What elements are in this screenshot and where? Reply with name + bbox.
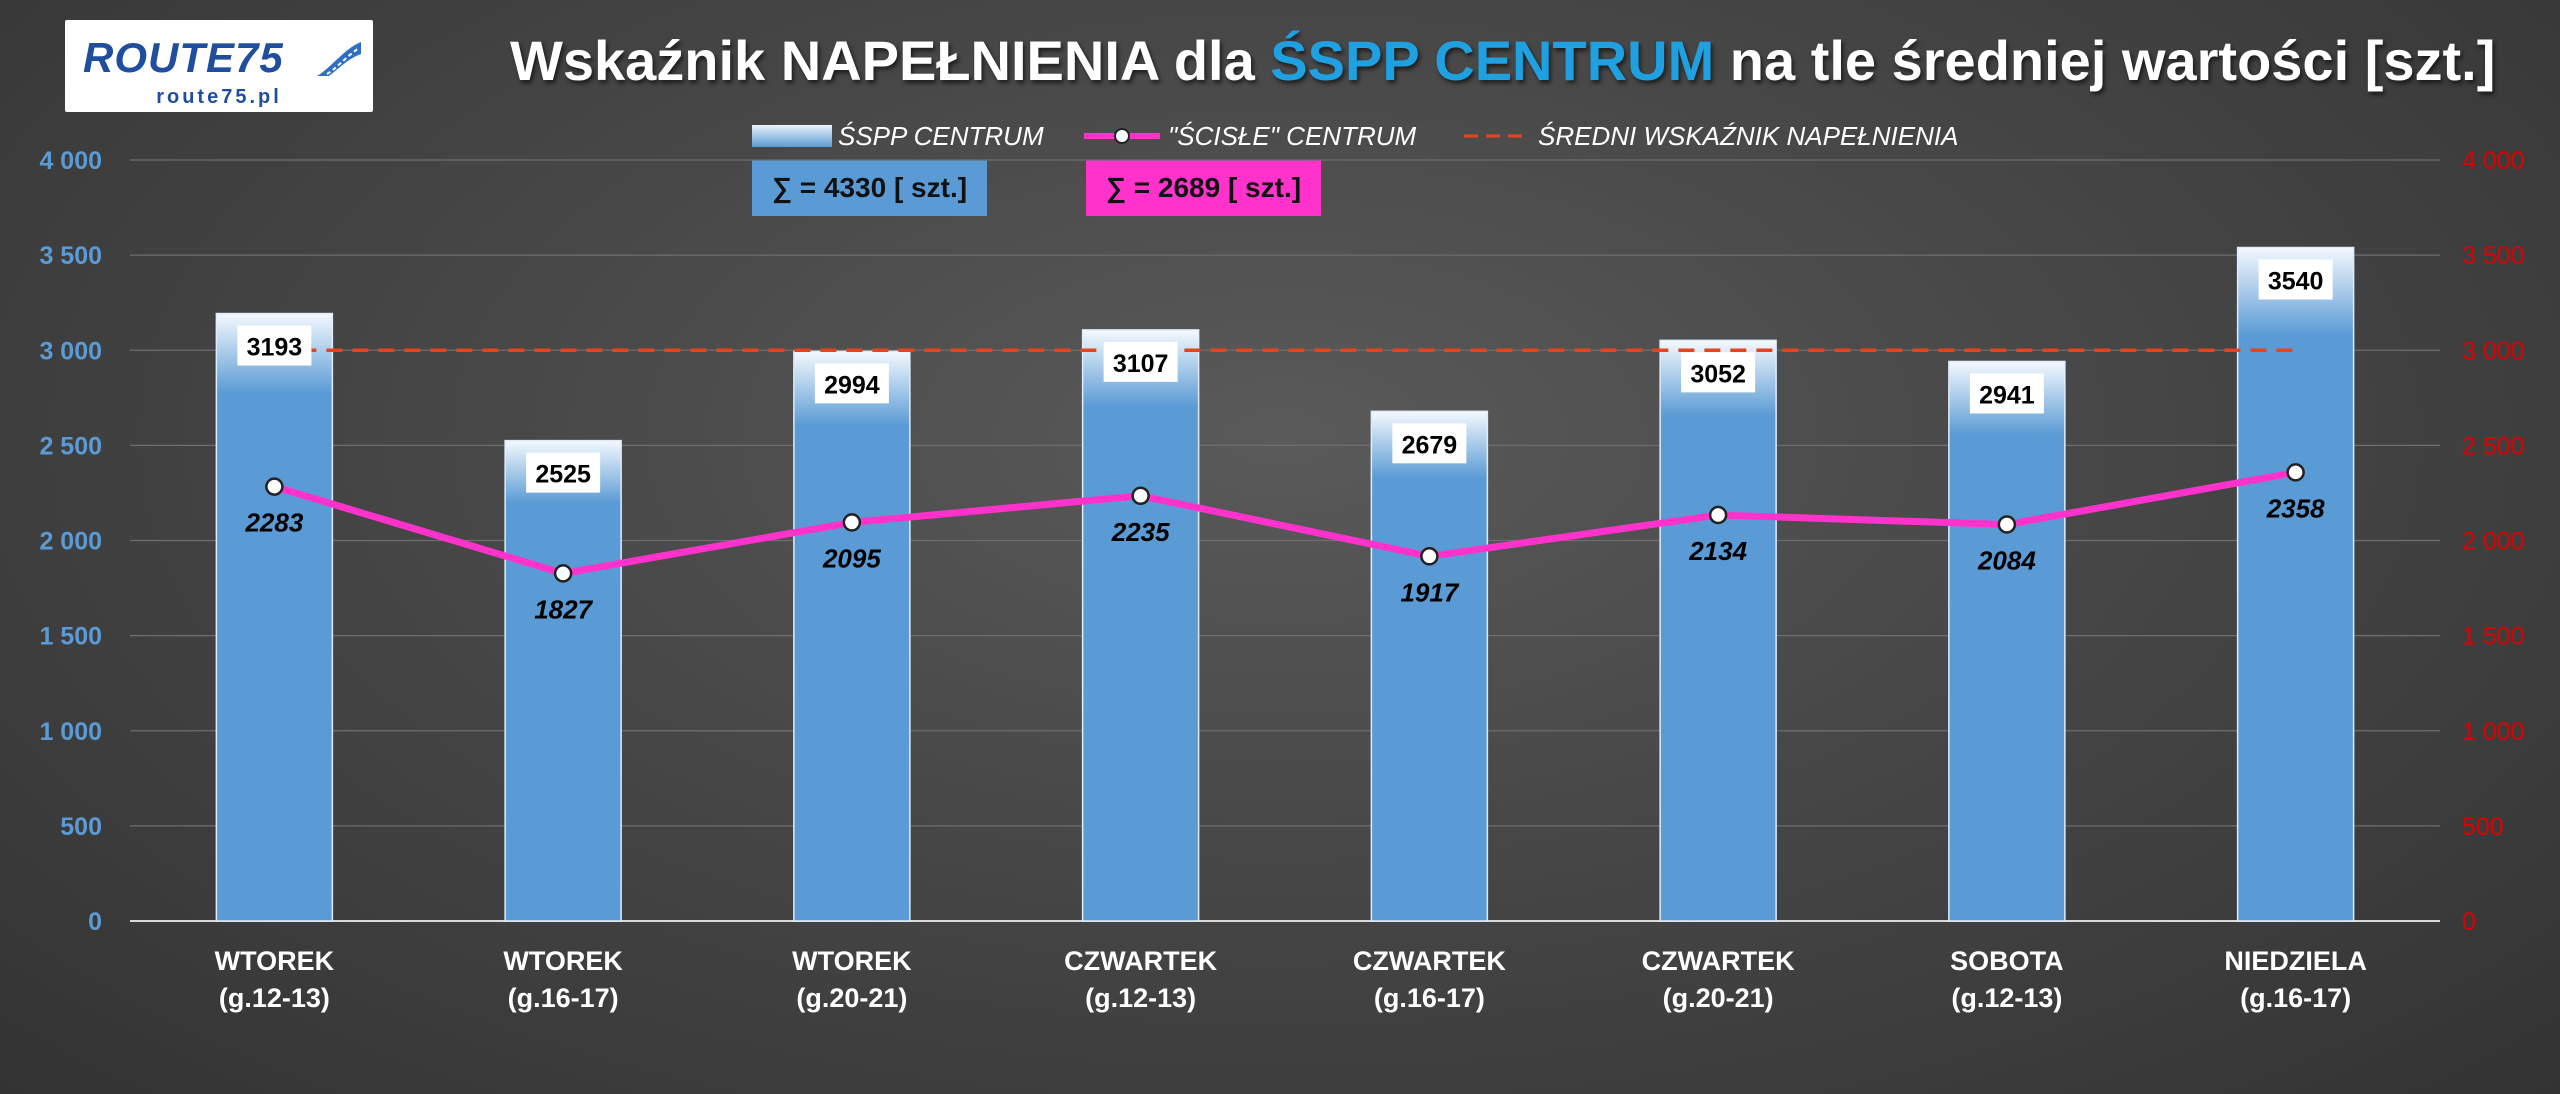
legend-average-label: ŚREDNI WSKAŹNIK NAPEŁNIENIA [1538,120,1959,151]
y-tick-label-right: 1 000 [2462,718,2525,746]
line-point [1131,486,1150,506]
line-value-label: 1827 [534,594,593,624]
y-tick-label-right: 4 000 [2462,147,2525,175]
y-tick-label-left: 2 500 [39,432,102,460]
line-value-label: 2084 [1977,546,2036,576]
line-value-label: 2134 [1688,536,1747,566]
chart-title: Wskaźnik NAPEŁNIENIA dla ŚSPP CENTRUM na… [510,28,2495,93]
legend-line-swatch [1084,128,1160,144]
line-value-label: 2235 [1111,517,1170,547]
road-icon [317,42,361,76]
y-tick-label-right: 2 500 [2462,432,2525,460]
x-tick-label-hours: (g.16-17) [1374,983,1485,1013]
y-tick-label-right: 500 [2462,813,2504,841]
line-point [1420,547,1439,566]
x-tick-label-day: CZWARTEK [1642,946,1795,976]
legend-average-swatch [1464,134,1530,138]
y-tick-label-right: 0 [2462,908,2476,936]
bar-value-label: 2679 [1402,431,1458,459]
bar-label-box [2258,259,2333,300]
line-point [265,477,284,496]
legend-bars-label: ŚSPP CENTRUM [838,120,1044,151]
title-highlight: ŚSPP CENTRUM [1270,29,1715,92]
line-point [842,513,862,532]
bar-value-label: 3193 [247,334,303,362]
x-tick-label-hours: (g.12-13) [1951,983,2062,1013]
logo-brand: ROUTE75 [83,34,284,81]
title-part2: na tle średniej wartości [szt.] [1714,29,2496,92]
bar [1081,329,1200,922]
bar [793,350,911,922]
line-value-label: 2358 [2266,493,2325,523]
line-point [2286,463,2305,482]
bar-label-box [1392,423,1467,464]
legend-bars: ŚSPP CENTRUM [752,118,1044,154]
x-tick-label-hours: (g.16-17) [508,983,619,1013]
logo-url: route75.pl [156,86,282,108]
bar-label-box [1103,341,1178,382]
bar [2236,246,2355,922]
y-tick-label-right: 1 500 [2462,623,2525,651]
bar [1370,410,1489,922]
bar-value-label: 3540 [2268,268,2324,296]
sum-box-line: ∑ = 2689 [ szt.] [1086,160,1322,216]
y-tick-label-left: 1 500 [39,623,102,651]
bar [504,439,622,922]
y-tick-label-left: 0 [88,908,102,936]
y-tick-label-left: 3 000 [39,337,102,365]
x-tick-label-hours: (g.12-13) [1085,983,1196,1013]
x-tick-label-day: NIEDZIELA [2224,946,2367,976]
y-tick-label-left: 500 [60,813,102,841]
bar-label-box [237,325,312,366]
line-point [1708,505,1728,525]
title-part1: Wskaźnik NAPEŁNIENIA dla [510,29,1271,92]
bar-label-box [814,363,889,404]
x-tick-label-day: WTOREK [792,946,912,976]
x-tick-label-hours: (g.20-21) [796,983,907,1013]
x-tick-label-day: CZWARTEK [1064,946,1217,976]
x-tick-label-hours: (g.20-21) [1663,983,1774,1013]
y-tick-label-left: 1 000 [39,718,102,746]
bar-label-box [1681,352,1756,393]
legend-line: "ŚCISŁE" CENTRUM [1082,118,1416,154]
x-tick-label-hours: (g.12-13) [219,983,330,1013]
bar-value-label: 2525 [535,461,591,489]
bar-label-box [1969,373,2044,414]
x-tick-label-day: WTOREK [503,946,623,976]
bar-label-box [526,452,601,493]
legend-line-label: "ŚCISŁE" CENTRUM [1168,120,1417,151]
line-value-label: 2095 [822,543,881,573]
line-value-label: 2283 [244,508,303,538]
line-point [1997,515,2017,534]
sum-box-bars: ∑ = 4330 [ szt.] [752,160,988,216]
y-tick-label-right: 2 000 [2462,528,2525,556]
y-tick-label-right: 3 000 [2462,337,2525,365]
x-tick-label-day: WTOREK [215,946,335,976]
legend-average: ŚREDNI WSKAŹNIK NAPEŁNIENIA [1462,118,1958,154]
bar-value-label: 2994 [824,371,880,399]
bar-value-label: 3052 [1690,360,1746,388]
x-tick-label-day: SOBOTA [1950,946,2064,976]
bar [1948,360,2066,922]
bar-value-label: 3107 [1113,350,1169,378]
line-point [553,564,573,583]
line-value-label: 1917 [1400,577,1459,607]
y-tick-label-left: 2 000 [39,528,102,556]
y-tick-label-right: 3 500 [2462,242,2525,270]
x-tick-label-day: CZWARTEK [1353,946,1506,976]
y-tick-label-left: 3 500 [39,242,102,270]
legend-bar-swatch [752,125,832,147]
x-tick-label-hours: (g.16-17) [2240,983,2351,1013]
line-series [273,468,2297,577]
route75-logo: ROUTE75 route75.pl [65,20,373,112]
bar [1659,339,1777,922]
bar-value-label: 2941 [1979,381,2035,409]
y-tick-label-left: 4 000 [39,147,102,175]
bar [215,312,334,922]
